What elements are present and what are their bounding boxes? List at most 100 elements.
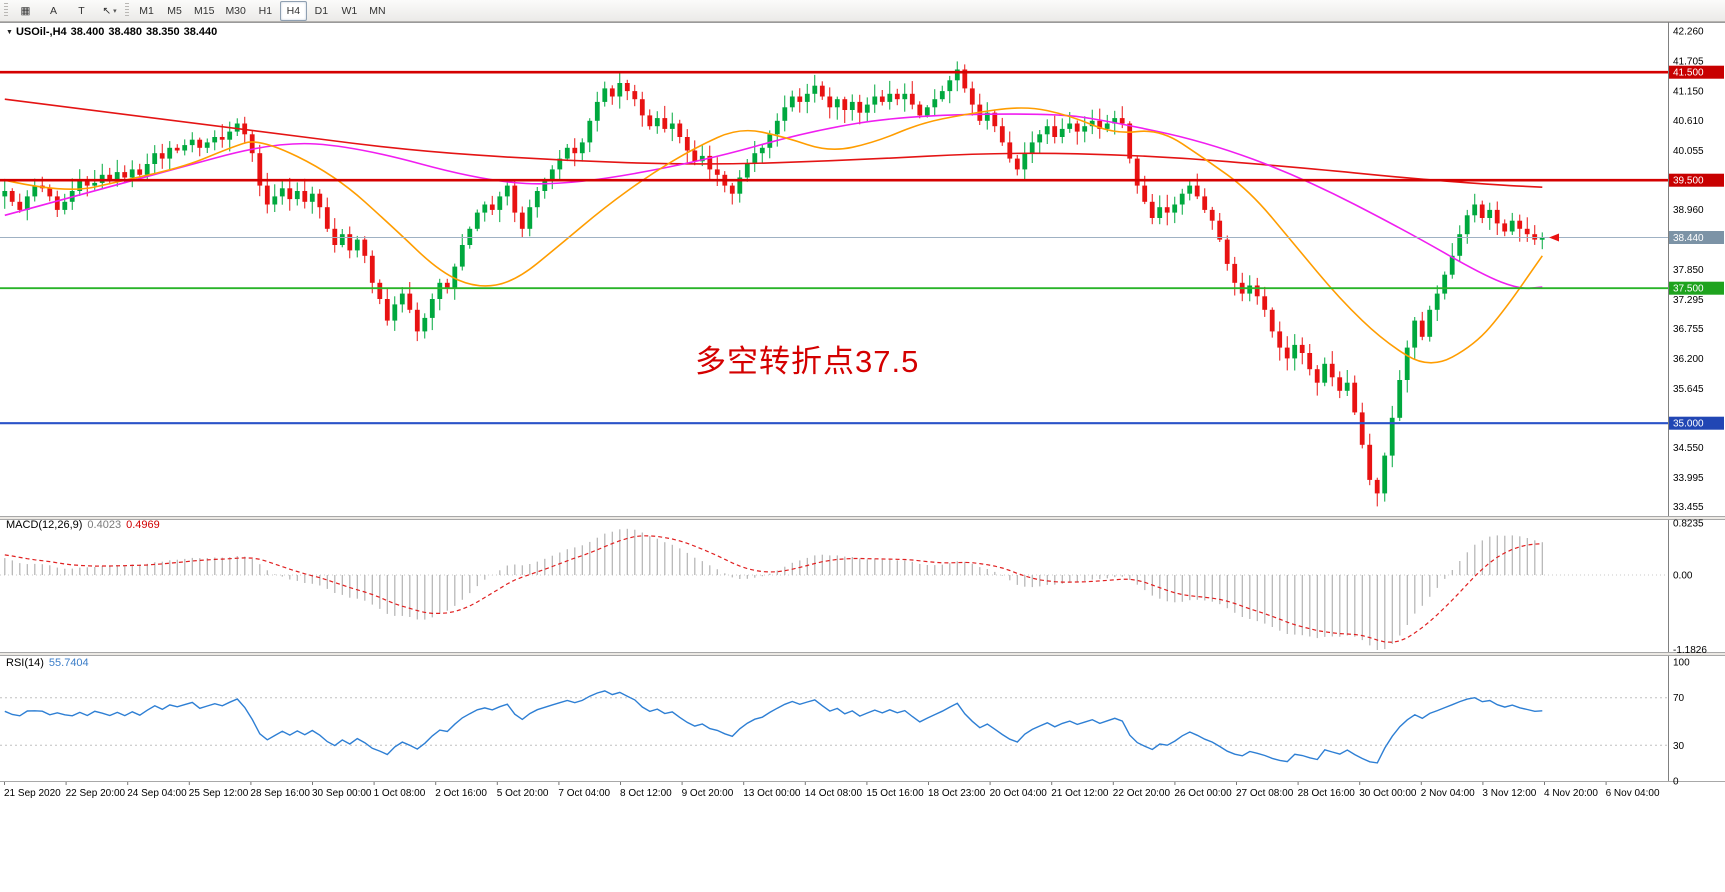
tool-icon-group: ▦ A T ↖ ▾ [12, 1, 123, 21]
toolbar-grip[interactable] [4, 3, 8, 18]
time-axis-label: 28 Oct 16:00 [1298, 788, 1356, 799]
price-axis-label: 33.455 [1673, 502, 1704, 513]
charts-grid-icon: ▦ [20, 4, 31, 17]
text-label-t-button[interactable]: T [68, 1, 95, 21]
price-axis-label: 34.550 [1673, 443, 1704, 454]
time-axis-label: 26 Oct 00:00 [1174, 788, 1232, 799]
ma-line-slow-red[interactable] [4, 98, 1543, 188]
chart-title: ▼ USOil-,H4 38.400 38.480 38.350 38.440 [6, 26, 221, 38]
rsi-axis-label: 30 [1673, 741, 1685, 752]
timeframe-group: M1 M5 M15 M30 H1 H4 D1 W1 MN [133, 0, 391, 21]
timeframe-button-M5[interactable]: M5 [167, 4, 182, 17]
time-axis-label: 25 Sep 12:00 [189, 788, 249, 799]
panel-divider[interactable] [0, 516, 1725, 520]
ohlc-close: 38.440 [183, 26, 218, 38]
time-axis-label: 15 Oct 16:00 [866, 788, 924, 799]
rsi-name: RSI(14) [6, 657, 44, 669]
time-axis-label: 3 Nov 12:00 [1482, 788, 1536, 799]
rsi-axis-label: 100 [1673, 658, 1690, 669]
price-axis-label: 41.150 [1673, 87, 1704, 98]
price-axis-label: 40.610 [1673, 116, 1704, 127]
macd-signal-line[interactable] [4, 535, 1543, 643]
time-axis-label: 24 Sep 04:00 [127, 788, 187, 799]
charts-grid-button[interactable]: ▦ [12, 1, 39, 21]
macd-axis-label: 0.00 [1673, 571, 1693, 582]
price-axis-label: 36.200 [1673, 354, 1704, 365]
macd-histogram [4, 528, 1543, 650]
text-label-t-icon: T [78, 4, 85, 17]
toolbar-grip-2[interactable] [125, 3, 129, 18]
svg-text:35.000: 35.000 [1673, 419, 1704, 430]
time-axis-label: 6 Nov 04:00 [1606, 788, 1660, 799]
price-badge-38.440 [1669, 231, 1724, 244]
dropdown-caret-icon[interactable]: ▾ [113, 7, 117, 15]
svg-text:38.440: 38.440 [1673, 233, 1704, 244]
macd-name: MACD(12,26,9) [6, 519, 83, 531]
price-badge-41.500 [1669, 65, 1724, 79]
symbol-period-label: USOil-,H4 [15, 26, 67, 38]
timeframe-button-D1[interactable]: D1 [314, 4, 329, 17]
rsi-axis-label: 70 [1673, 693, 1685, 704]
time-axis-label: 20 Oct 04:00 [990, 788, 1048, 799]
time-axis-label: 30 Oct 00:00 [1359, 788, 1417, 799]
timeframe-button-M15[interactable]: M15 [194, 4, 215, 17]
price-axis-label: 35.645 [1673, 384, 1704, 395]
time-axis-label: 22 Oct 20:00 [1113, 788, 1171, 799]
time-axis-label: 22 Sep 20:00 [66, 788, 126, 799]
price-badge-37.500 [1669, 281, 1724, 295]
svg-text:39.500: 39.500 [1673, 176, 1704, 187]
panel-divider[interactable] [0, 652, 1725, 656]
timeframe-button-H4[interactable]: H4 [279, 0, 307, 21]
time-axis-label: 2 Nov 04:00 [1421, 788, 1475, 799]
toolbar: ▦ A T ↖ ▾ M1 M5 M15 M30 H1 H4 D1 W1 MN [0, 0, 1725, 22]
time-axis-label: 27 Oct 08:00 [1236, 788, 1294, 799]
price-axis-label: 33.995 [1673, 473, 1704, 484]
svg-text:41.500: 41.500 [1673, 68, 1704, 79]
price-badge-35.000 [1669, 416, 1724, 430]
timeframe-button-H1[interactable]: H1 [258, 4, 273, 17]
time-axis-label: 30 Sep 00:00 [312, 788, 372, 799]
time-axis-label: 18 Oct 23:00 [928, 788, 986, 799]
rsi-value: 55.7404 [48, 657, 89, 669]
rsi-axis-label: 0 [1673, 777, 1679, 788]
last-price-arrow-icon [1549, 233, 1559, 242]
macd-signal-value: 0.4969 [126, 519, 160, 531]
rsi-indicator-label: RSI(14) 55.7404 [6, 657, 89, 669]
time-axis-label: 9 Oct 20:00 [682, 788, 734, 799]
price-axis-label: 40.055 [1673, 146, 1704, 157]
price-axis-label: 38.960 [1673, 205, 1704, 216]
timeframe-button-W1[interactable]: W1 [341, 4, 358, 17]
ohlc-open: 38.400 [70, 26, 105, 38]
price-axis-label: 37.850 [1673, 265, 1704, 276]
rsi-line[interactable] [4, 690, 1543, 764]
svg-text:37.500: 37.500 [1673, 284, 1704, 295]
price-axis-label: 37.295 [1673, 295, 1704, 306]
time-axis-label: 1 Oct 08:00 [374, 788, 426, 799]
time-axis-label: 21 Oct 12:00 [1051, 788, 1109, 799]
price-badge-39.500 [1669, 173, 1724, 187]
time-axis-label: 7 Oct 04:00 [558, 788, 610, 799]
time-axis-label: 5 Oct 20:00 [497, 788, 549, 799]
time-axis-label: 8 Oct 12:00 [620, 788, 672, 799]
timeframe-button-M30[interactable]: M30 [225, 4, 246, 17]
cursor-tool-button[interactable]: ↖ ▾ [96, 1, 123, 21]
text-label-a-button[interactable]: A [40, 1, 67, 21]
timeframe-button-M1[interactable]: M1 [139, 4, 154, 17]
time-axis-label: 13 Oct 00:00 [743, 788, 801, 799]
time-axis-label: 14 Oct 08:00 [805, 788, 863, 799]
expand-arrow-icon[interactable]: ▼ [6, 29, 13, 36]
price-axis-label: 41.705 [1673, 57, 1704, 68]
candlestick-series [2, 61, 1545, 507]
macd-main-value: 0.4023 [87, 519, 122, 531]
timeframe-button-MN[interactable]: MN [369, 4, 386, 17]
ma-line-fast-orange[interactable] [4, 107, 1543, 364]
ma-line-mid-magenta[interactable] [4, 113, 1543, 290]
price-axis-label: 42.260 [1673, 27, 1704, 38]
price-annotation-text[interactable]: 多空转折点37.5 [695, 344, 920, 379]
price-axis-label: 36.755 [1673, 324, 1704, 335]
time-axis-label: 28 Sep 16:00 [250, 788, 310, 799]
text-label-a-icon: A [49, 4, 57, 17]
macd-indicator-label: MACD(12,26,9) 0.4023 0.4969 [6, 519, 160, 531]
